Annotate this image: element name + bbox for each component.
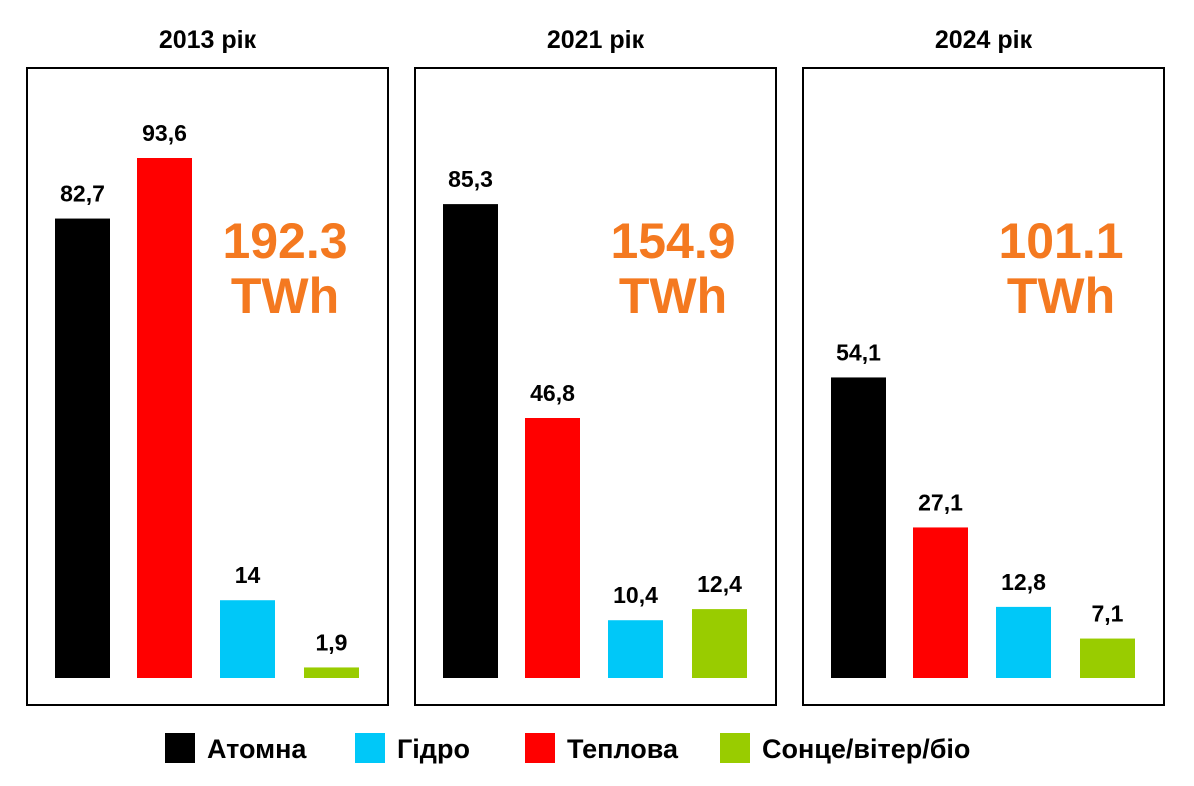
total-unit: TWh xyxy=(1007,268,1115,324)
panel-frame xyxy=(26,67,389,706)
bar xyxy=(525,418,580,678)
data-label: 1,9 xyxy=(316,629,348,655)
total-unit: TWh xyxy=(619,268,727,324)
legend-swatch xyxy=(720,733,750,763)
legend-label: Сонце/вітер/біо xyxy=(762,734,970,764)
panel-frame xyxy=(802,67,1165,706)
legend-label: Атомна xyxy=(207,734,307,764)
bar xyxy=(692,609,747,678)
bar xyxy=(831,377,886,678)
bar xyxy=(1080,638,1135,678)
data-label: 27,1 xyxy=(918,489,963,515)
total-unit: TWh xyxy=(231,268,339,324)
bar xyxy=(220,600,275,678)
bar xyxy=(55,218,110,679)
total-value: 192.3 xyxy=(222,213,347,269)
legend-swatch xyxy=(165,733,195,763)
bar xyxy=(608,620,663,678)
bar xyxy=(996,606,1051,678)
legend-label: Гідро xyxy=(397,734,470,764)
legend-swatch xyxy=(525,733,555,763)
data-label: 82,7 xyxy=(60,181,105,207)
total-value: 101.1 xyxy=(998,213,1123,269)
bar xyxy=(304,667,359,678)
bar xyxy=(137,158,192,678)
panel-title: 2013 рік xyxy=(159,26,257,54)
panel-title: 2021 рік xyxy=(547,26,645,54)
bar xyxy=(443,204,498,678)
bar xyxy=(913,527,968,678)
data-label: 14 xyxy=(235,562,261,588)
data-label: 46,8 xyxy=(530,380,575,406)
data-label: 7,1 xyxy=(1092,601,1124,627)
data-label: 12,8 xyxy=(1001,569,1046,595)
data-label: 12,4 xyxy=(697,571,742,597)
legend-swatch xyxy=(355,733,385,763)
data-label: 10,4 xyxy=(613,582,658,608)
data-label: 85,3 xyxy=(448,166,493,192)
total-value: 154.9 xyxy=(610,213,735,269)
legend-label: Теплова xyxy=(567,734,679,764)
data-label: 54,1 xyxy=(836,339,881,365)
panel-frame xyxy=(414,67,777,706)
data-label: 93,6 xyxy=(142,120,187,146)
panel-title: 2024 рік xyxy=(935,26,1033,54)
